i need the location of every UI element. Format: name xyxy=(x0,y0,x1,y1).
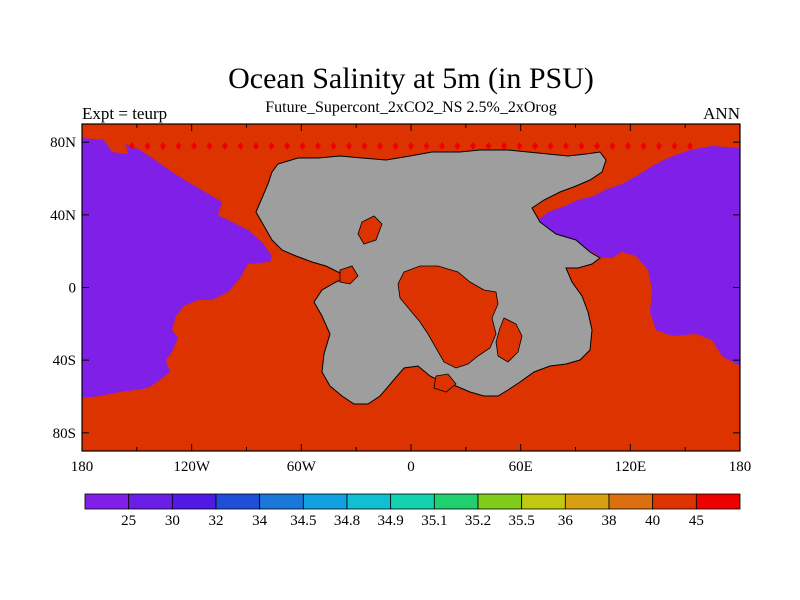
colorbar-swatch xyxy=(346,493,392,510)
x-tick-label: 180 xyxy=(729,459,752,475)
colorbar-label: 38 xyxy=(602,513,617,529)
arctic-dot xyxy=(222,142,228,150)
colorbar: 25 30 32 34 34.5 34.8 34.9 35.1 35.2 35.5 36 38 40 45 xyxy=(84,493,741,529)
colorbar-swatch xyxy=(84,493,130,510)
x-tick-label: 180 xyxy=(71,459,94,475)
arctic-dot xyxy=(237,142,244,150)
colorbar-swatch xyxy=(608,493,654,510)
x-tick-label: 60E xyxy=(509,459,533,475)
y-tick-label: 0 xyxy=(69,281,77,297)
colorbar-label: 35.5 xyxy=(509,513,535,529)
colorbar-label: 34.8 xyxy=(334,513,360,529)
inland-lake-south xyxy=(433,373,457,393)
arctic-dot xyxy=(144,142,151,150)
arctic-dot xyxy=(439,142,445,150)
arctic-dot xyxy=(470,142,476,150)
x-tick-label: 0 xyxy=(407,459,415,475)
longitude-axis: 180 120W 60W 0 60E 120E 180 xyxy=(71,124,752,475)
x-tick-label: 60W xyxy=(287,459,317,475)
fresh-water-east xyxy=(538,146,740,366)
colorbar-swatch xyxy=(128,493,173,510)
arctic-dot xyxy=(315,142,321,150)
colorbar-label: 35.2 xyxy=(465,513,491,529)
season-label: ANN xyxy=(703,104,740,123)
map-panel xyxy=(82,124,740,451)
map-subtitle: Future_Supercont_2xCO2_NS 2.5%_2xOrog xyxy=(265,99,557,116)
arctic-dot xyxy=(547,142,554,150)
x-tick-label: 120W xyxy=(173,459,211,475)
colorbar-label: 35.1 xyxy=(421,513,447,529)
fresh-water-west xyxy=(82,138,272,398)
colorbar-label: 45 xyxy=(689,513,704,529)
arctic-dot xyxy=(346,142,352,150)
arctic-dot xyxy=(640,142,647,150)
colorbar-label: 30 xyxy=(165,513,180,529)
colorbar-swatch xyxy=(564,493,610,510)
arctic-dot xyxy=(656,142,662,150)
arctic-dot xyxy=(191,142,197,150)
colorbar-swatch xyxy=(433,493,479,510)
arctic-dot xyxy=(175,142,182,150)
arctic-dot xyxy=(284,142,290,150)
arctic-dot xyxy=(253,142,259,150)
arctic-dot xyxy=(501,142,507,150)
inland-sea-south xyxy=(397,265,499,369)
inland-lake-small xyxy=(339,265,359,285)
arctic-dot xyxy=(408,142,414,150)
colorbar-swatch xyxy=(695,493,741,510)
arctic-dot xyxy=(625,142,631,150)
arctic-dot xyxy=(578,142,585,150)
arctic-dot xyxy=(454,142,461,150)
arctic-salinity-dots xyxy=(129,142,693,150)
colorbar-swatch xyxy=(390,493,435,510)
colorbar-label: 34 xyxy=(252,513,268,529)
arctic-dot xyxy=(129,142,135,150)
arctic-dot xyxy=(563,142,569,150)
colorbar-swatch xyxy=(302,493,348,510)
colorbar-label: 36 xyxy=(558,513,574,529)
inland-sea-east xyxy=(495,317,523,363)
y-tick-label: 80N xyxy=(50,135,76,151)
colorbar-label: 25 xyxy=(121,513,136,529)
arctic-dot xyxy=(671,142,678,150)
colorbar-swatch xyxy=(259,493,304,510)
map-title: Ocean Salinity at 5m (in PSU) xyxy=(228,62,594,95)
arctic-dot xyxy=(377,142,383,150)
y-tick-label: 80S xyxy=(53,426,76,442)
y-tick-label: 40N xyxy=(50,208,76,224)
arctic-dot xyxy=(299,142,306,150)
arctic-dot xyxy=(516,142,523,150)
arctic-dot xyxy=(423,142,430,150)
experiment-label: Expt = teurp xyxy=(82,104,167,123)
arctic-dot xyxy=(609,142,616,150)
arctic-dot xyxy=(160,142,166,150)
colorbar-label: 32 xyxy=(209,513,224,529)
colorbar-swatch xyxy=(171,493,217,510)
arctic-dot xyxy=(268,142,275,150)
x-tick-label: 120E xyxy=(614,459,646,475)
arctic-dot xyxy=(206,142,213,150)
arctic-dot xyxy=(532,142,538,150)
colorbar-swatch xyxy=(215,493,261,510)
arctic-dot xyxy=(687,142,693,150)
arctic-dot xyxy=(361,142,368,150)
y-tick-label: 40S xyxy=(53,353,76,369)
colorbar-label: 40 xyxy=(645,513,660,529)
colorbar-swatch xyxy=(652,493,697,510)
latitude-axis: 80N 40N 0 40S 80S xyxy=(50,135,740,442)
colorbar-swatch xyxy=(477,493,523,510)
arctic-dot xyxy=(392,142,399,150)
arctic-dot xyxy=(330,142,337,150)
arctic-dot xyxy=(485,142,492,150)
inland-lake-north xyxy=(357,215,383,245)
colorbar-swatch xyxy=(521,493,566,510)
colorbar-label: 34.5 xyxy=(290,513,316,529)
colorbar-label: 34.9 xyxy=(378,513,404,529)
arctic-dot xyxy=(594,142,600,150)
